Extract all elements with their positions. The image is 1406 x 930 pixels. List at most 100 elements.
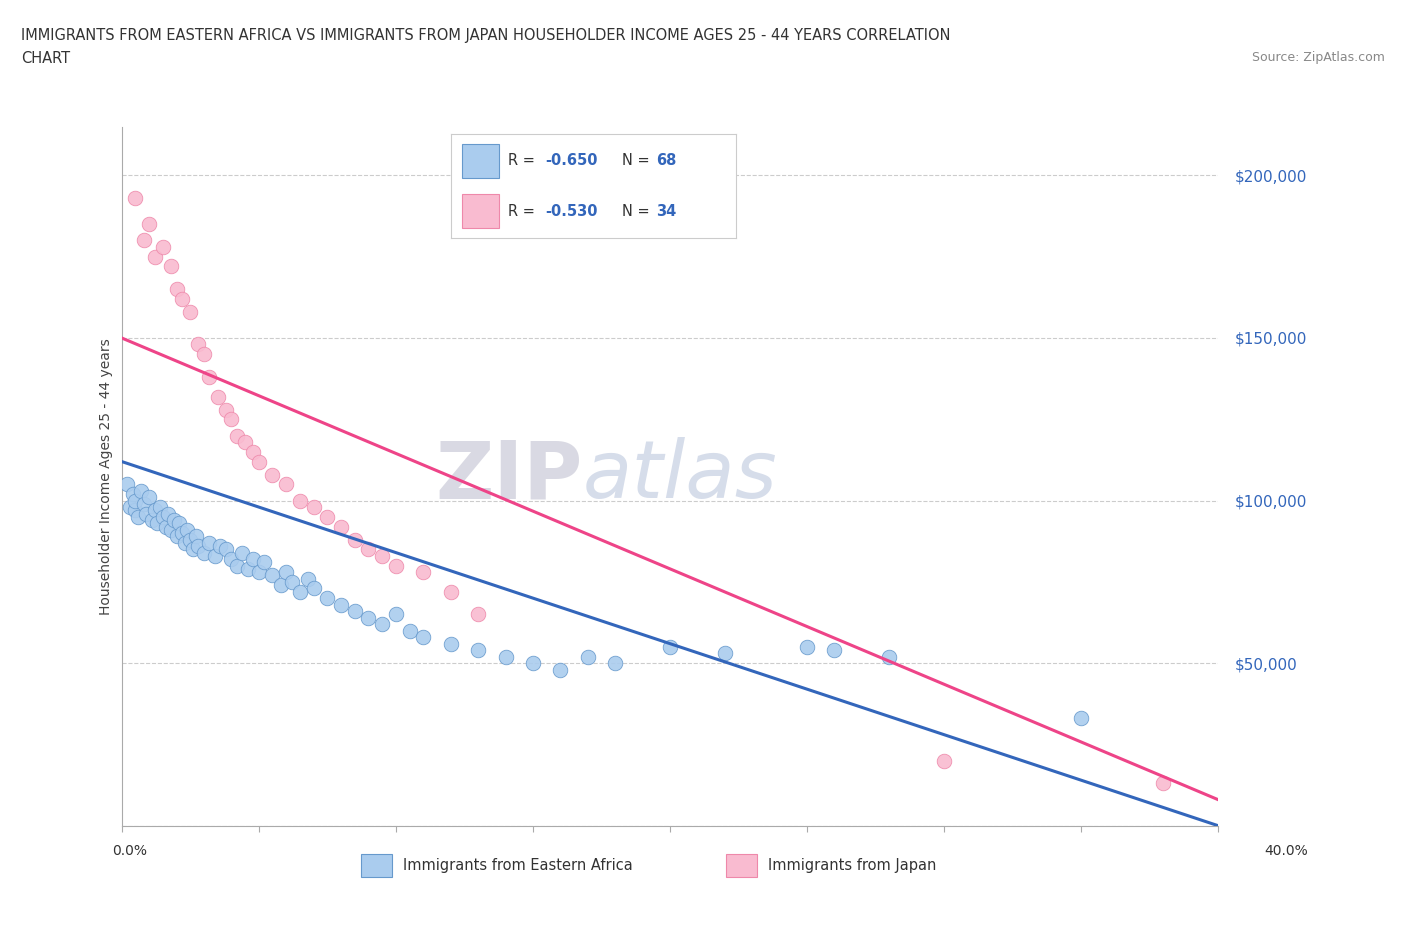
Point [166,282,188,297]
Point [270,578,292,592]
Point [316,510,339,525]
Point [412,565,434,579]
Point [152,240,174,255]
Point [385,607,408,622]
Point [242,445,264,459]
Point [1152,776,1174,790]
Point [121,486,143,501]
Point [242,551,264,566]
Point [225,558,247,573]
Point [166,529,188,544]
Point [824,643,846,658]
Point [193,347,215,362]
Point [385,558,408,573]
Point [187,538,209,553]
Point [179,532,201,547]
Point [160,523,183,538]
Point [135,506,157,521]
Point [236,562,259,577]
Point [796,640,818,655]
Point [193,545,215,560]
Point [276,477,298,492]
Point [659,640,682,655]
Point [138,217,160,232]
Point [124,503,146,518]
Point [302,499,325,514]
Point [198,369,221,384]
Point [225,428,247,443]
Text: ZIP: ZIP [434,437,582,515]
Point [398,623,420,638]
Point [160,259,183,273]
Point [215,542,238,557]
Point [316,591,339,605]
Point [550,662,572,677]
Point [262,467,284,482]
Point [118,499,141,514]
Point [247,565,270,579]
Point [280,575,302,590]
Point [152,510,174,525]
Point [357,610,380,625]
Point [934,753,956,768]
Point [163,512,186,527]
Point [714,646,737,661]
Point [124,191,146,206]
Point [522,656,544,671]
Point [132,233,155,248]
Point [467,643,489,658]
Point [129,484,152,498]
Point [204,549,226,564]
Point [173,536,195,551]
Point [440,584,463,599]
Point [184,529,207,544]
Point [138,490,160,505]
Point [170,525,193,540]
Text: Source: ZipAtlas.com: Source: ZipAtlas.com [1251,51,1385,64]
Point [149,499,172,514]
Point [371,549,394,564]
Point [343,532,366,547]
Point [302,581,325,596]
Point [221,412,243,427]
Point [143,249,166,264]
Point [146,516,169,531]
Text: Immigrants from Japan: Immigrants from Japan [769,857,936,872]
Point [181,542,204,557]
Point [253,555,276,570]
Point [170,291,193,306]
Point [262,568,284,583]
Point [343,604,366,618]
Point [132,497,155,512]
Point [143,503,166,518]
Point [1070,711,1092,726]
Point [412,630,434,644]
Point [330,597,353,612]
Text: 0.0%: 0.0% [112,844,148,858]
Point [330,519,353,534]
Point [209,538,232,553]
Point [231,545,253,560]
Point [141,512,163,527]
Point [157,506,180,521]
Point [467,607,489,622]
Point [176,523,198,538]
Point [605,656,627,671]
Point [187,337,209,352]
Point [198,536,221,551]
Point [233,434,256,449]
Point [127,510,149,525]
Point [207,389,229,404]
Point [276,565,298,579]
Text: Immigrants from Eastern Africa: Immigrants from Eastern Africa [404,857,633,872]
Point [495,649,517,664]
Point [124,493,146,508]
Text: CHART: CHART [21,51,70,66]
Point [215,402,238,417]
Text: atlas: atlas [582,437,778,515]
Point [288,493,311,508]
Point [247,454,270,469]
Point [879,649,901,664]
Text: IMMIGRANTS FROM EASTERN AFRICA VS IMMIGRANTS FROM JAPAN HOUSEHOLDER INCOME AGES : IMMIGRANTS FROM EASTERN AFRICA VS IMMIGR… [21,28,950,43]
Point [357,542,380,557]
